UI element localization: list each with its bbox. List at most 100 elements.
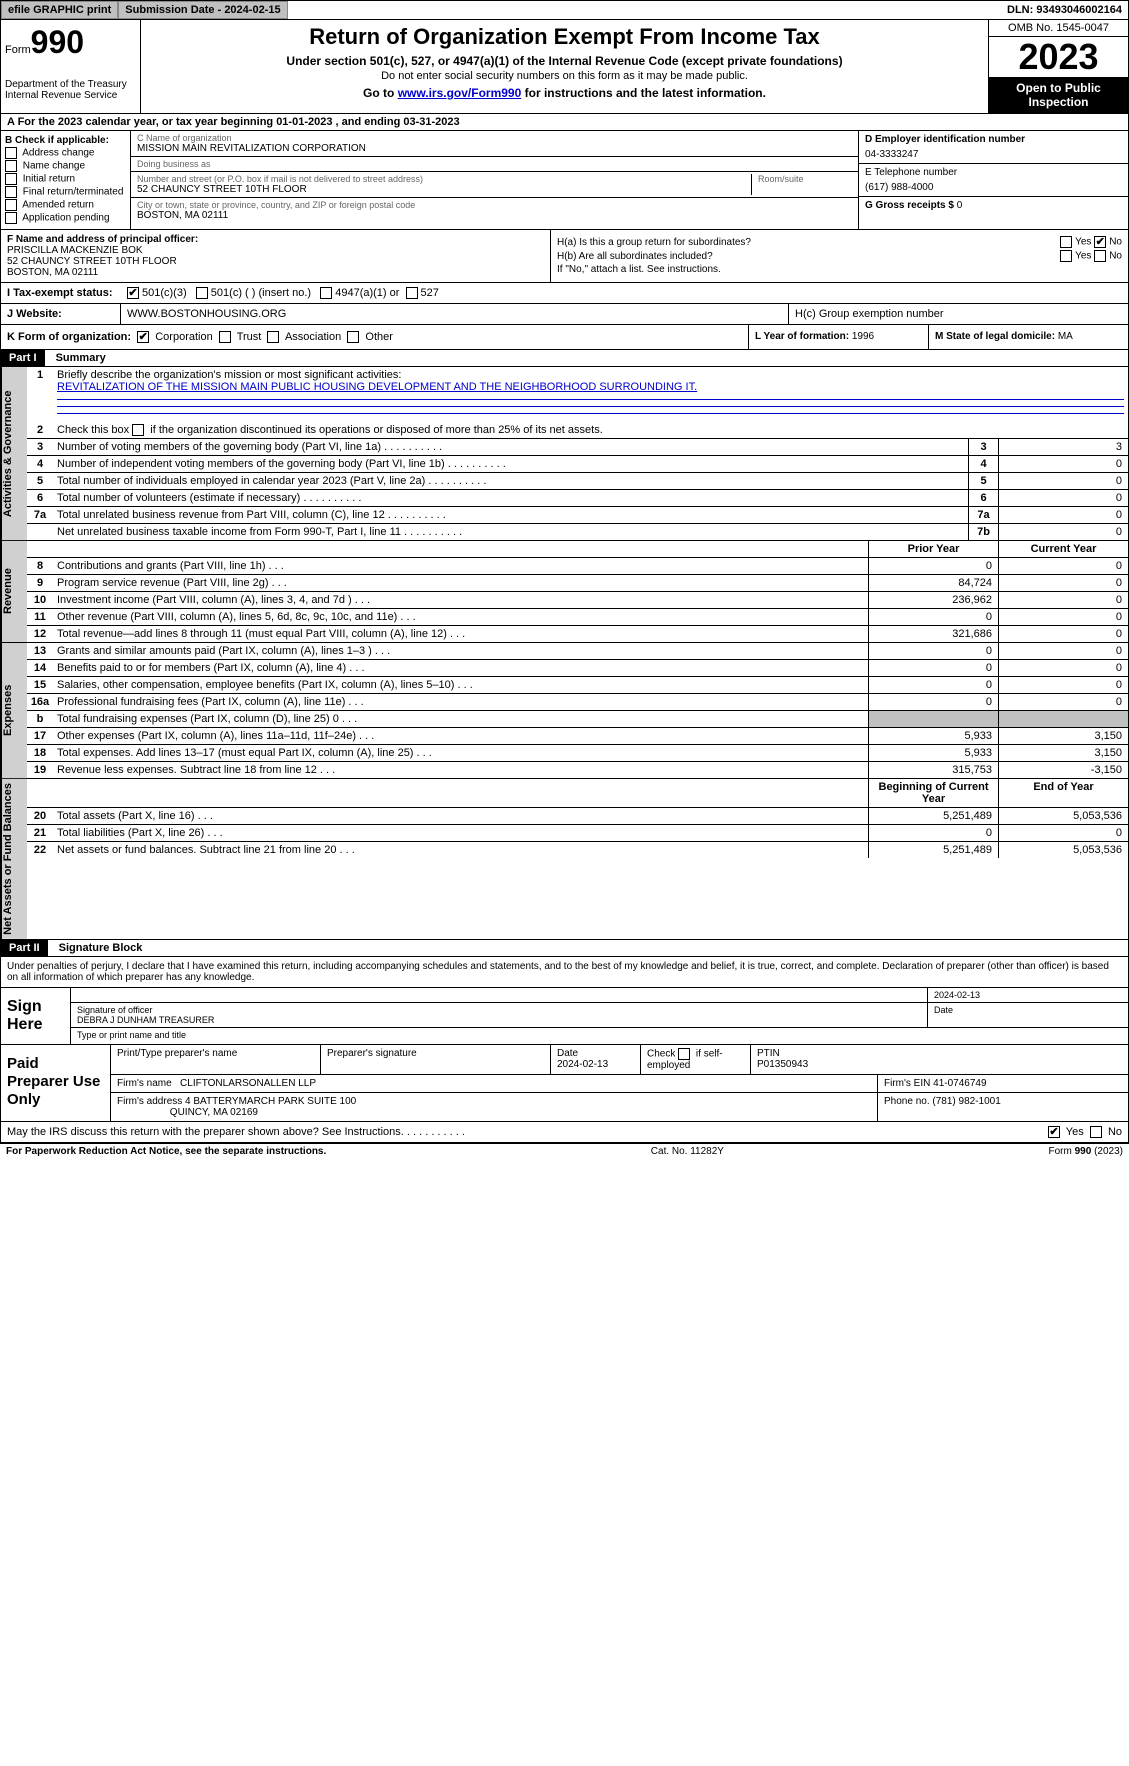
begin-year-hdr: Beginning of Current Year: [868, 779, 998, 807]
mission-text: REVITALIZATION OF THE MISSION MAIN PUBLI…: [57, 381, 697, 393]
officer-city: BOSTON, MA 02111: [7, 267, 544, 278]
k-box: K Form of organization: Corporation Trus…: [1, 325, 748, 349]
k-other-checkbox[interactable]: [347, 331, 359, 343]
summary-row: 3Number of voting members of the governi…: [27, 439, 1128, 456]
street-cell: Number and street (or P.O. box if mail i…: [131, 172, 858, 198]
summary-row: 20Total assets (Part X, line 16)5,251,48…: [27, 808, 1128, 825]
hb-label: H(b) Are all subordinates included?: [557, 251, 713, 262]
part2-header: Part II Signature Block: [0, 940, 1129, 957]
year-box: OMB No. 1545-0047 2023 Open to Public In…: [988, 20, 1128, 113]
current-year-hdr: Current Year: [998, 541, 1128, 557]
exp-section: Expenses 13Grants and similar amounts pa…: [0, 643, 1129, 779]
section-b-option[interactable]: Final return/terminated: [5, 186, 126, 198]
gross-cell: G Gross receipts $ 0: [859, 197, 1128, 214]
section-c: C Name of organization MISSION MAIN REVI…: [131, 131, 858, 229]
city-state-zip: BOSTON, MA 02111: [137, 210, 852, 221]
summary-row: 18Total expenses. Add lines 13–17 (must …: [27, 745, 1128, 762]
efile-button[interactable]: efile GRAPHIC print: [1, 1, 118, 19]
irs-link[interactable]: www.irs.gov/Form990: [398, 86, 522, 100]
rev-section: Revenue Prior YearCurrent Year 8Contribu…: [0, 541, 1129, 643]
officer-h-block: F Name and address of principal officer:…: [0, 230, 1129, 283]
status-row: I Tax-exempt status: 501(c)(3) 501(c) ( …: [0, 283, 1129, 304]
ha-yes-checkbox[interactable]: [1060, 236, 1072, 248]
firm-address-2: QUINCY, MA 02169: [170, 1107, 258, 1118]
prep-sig-hdr: Preparer's signature: [321, 1045, 551, 1074]
summary-row: 10Investment income (Part VIII, column (…: [27, 592, 1128, 609]
section-b: B Check if applicable: Address change Na…: [1, 131, 131, 229]
end-year-hdr: End of Year: [998, 779, 1128, 807]
k-assoc-checkbox[interactable]: [267, 331, 279, 343]
firm-phone: (781) 982-1001: [932, 1096, 1000, 1107]
status-4947-checkbox[interactable]: [320, 287, 332, 299]
gross-receipts: 0: [957, 200, 963, 211]
net-section: Net Assets or Fund Balances Beginning of…: [0, 779, 1129, 940]
status-label: I Tax-exempt status:: [7, 287, 127, 299]
ein: 04-3333247: [865, 149, 1122, 160]
status-527-checkbox[interactable]: [406, 287, 418, 299]
discuss-yes-checkbox[interactable]: [1048, 1126, 1060, 1138]
q2-checkbox[interactable]: [132, 424, 144, 436]
dept-treasury: Department of the Treasury Internal Reve…: [5, 79, 136, 101]
summary-row: 19Revenue less expenses. Subtract line 1…: [27, 762, 1128, 778]
website-value: WWW.BOSTONHOUSING.ORG: [121, 304, 788, 324]
summary-row: 21Total liabilities (Part X, line 26)00: [27, 825, 1128, 842]
section-b-option[interactable]: Application pending: [5, 212, 126, 224]
summary-row: 12Total revenue—add lines 8 through 11 (…: [27, 626, 1128, 642]
sign-here-label: Sign Here: [1, 988, 71, 1044]
bcd-block: B Check if applicable: Address change Na…: [0, 131, 1129, 230]
self-employed-checkbox[interactable]: [678, 1048, 690, 1060]
summary-row: 8Contributions and grants (Part VIII, li…: [27, 558, 1128, 575]
summary-row: 6Total number of volunteers (estimate if…: [27, 490, 1128, 507]
prior-year-hdr: Prior Year: [868, 541, 998, 557]
subtitle-2: Do not enter social security numbers on …: [149, 70, 980, 82]
type-name-label: Type or print name and title: [71, 1028, 1128, 1042]
subtitle-1: Under section 501(c), 527, or 4947(a)(1)…: [149, 54, 980, 68]
officer-name: PRISCILLA MACKENZIE BOK: [7, 245, 544, 256]
top-bar: efile GRAPHIC print Submission Date - 20…: [0, 0, 1129, 20]
part1-header: Part I Summary: [0, 350, 1129, 367]
section-d: D Employer identification number 04-3333…: [858, 131, 1128, 229]
ptin: P01350943: [757, 1059, 808, 1070]
section-b-option[interactable]: Name change: [5, 160, 126, 172]
ha-no-checkbox[interactable]: [1094, 236, 1106, 248]
m-box: M State of legal domicile: MA: [928, 325, 1128, 349]
section-b-option[interactable]: Amended return: [5, 199, 126, 211]
status-501c3-checkbox[interactable]: [127, 287, 139, 299]
summary-row: Net unrelated business taxable income fr…: [27, 524, 1128, 540]
summary-row: 16aProfessional fundraising fees (Part I…: [27, 694, 1128, 711]
summary-row: 5Total number of individuals employed in…: [27, 473, 1128, 490]
part2-tag: Part II: [1, 940, 48, 956]
form-word: Form: [5, 44, 31, 56]
website-label: J Website:: [1, 304, 121, 324]
hb-yes-checkbox[interactable]: [1060, 250, 1072, 262]
tax-year: 2023: [989, 37, 1128, 77]
firm-name: CLIFTONLARSONALLEN LLP: [180, 1078, 316, 1089]
section-b-option[interactable]: Address change: [5, 147, 126, 159]
ha-label: H(a) Is this a group return for subordin…: [557, 237, 751, 248]
hb-no-checkbox[interactable]: [1094, 250, 1106, 262]
summary-row: bTotal fundraising expenses (Part IX, co…: [27, 711, 1128, 728]
prep-date: 2024-02-13: [557, 1059, 608, 1070]
summary-row: 9Program service revenue (Part VIII, lin…: [27, 575, 1128, 592]
h-box: H(a) Is this a group return for subordin…: [551, 230, 1128, 282]
city-cell: City or town, state or province, country…: [131, 198, 858, 223]
q2: Check this box if the organization disco…: [53, 422, 1128, 438]
k-corp-checkbox[interactable]: [137, 331, 149, 343]
net-vtab: Net Assets or Fund Balances: [1, 779, 27, 939]
discuss-no-checkbox[interactable]: [1090, 1126, 1102, 1138]
org-name: MISSION MAIN REVITALIZATION CORPORATION: [137, 143, 852, 154]
summary-row: 11Other revenue (Part VIII, column (A), …: [27, 609, 1128, 626]
officer-street: 52 CHAUNCY STREET 10TH FLOOR: [7, 256, 544, 267]
ein-cell: D Employer identification number 04-3333…: [859, 131, 1128, 164]
open-inspection: Open to Public Inspection: [989, 77, 1128, 113]
date-label: Date: [928, 1003, 1128, 1027]
form-header: Form990 Department of the Treasury Inter…: [0, 20, 1129, 114]
section-b-option[interactable]: Initial return: [5, 173, 126, 185]
klm-row: K Form of organization: Corporation Trus…: [0, 325, 1129, 350]
k-trust-checkbox[interactable]: [219, 331, 231, 343]
status-501c-checkbox[interactable]: [196, 287, 208, 299]
sign-here-block: Sign Here 2024-02-13 Signature of office…: [0, 988, 1129, 1045]
cat-no: Cat. No. 11282Y: [651, 1146, 724, 1157]
mission-block: Briefly describe the organization's miss…: [53, 367, 1128, 422]
form-title: Return of Organization Exempt From Incom…: [149, 24, 980, 50]
